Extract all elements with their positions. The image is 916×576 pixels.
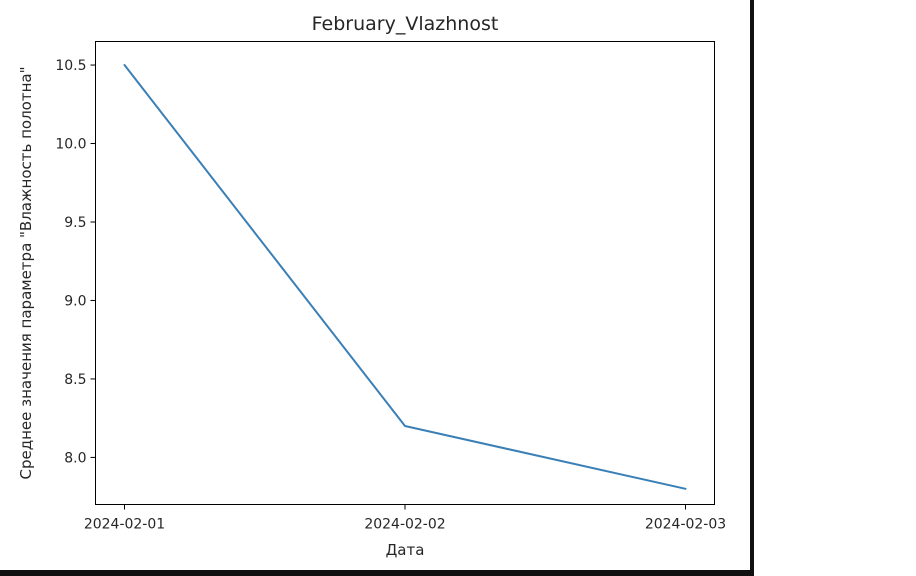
chart-title: February_Vlazhnost — [312, 13, 499, 35]
y-tick-label: 8.0 — [64, 450, 86, 466]
series-layer — [123, 64, 687, 490]
y-axis-title: Среднее значения параметра "Влажность по… — [17, 67, 35, 480]
series-line — [123, 64, 687, 490]
x-tick-label: 2024-02-03 — [645, 517, 726, 533]
y-tick-label: 10.0 — [55, 137, 86, 153]
y-axis: 8.0 8.5 9.0 9.5 10.0 10.5 — [55, 58, 96, 466]
blank-panel — [754, 0, 916, 576]
plot-area-frame — [95, 41, 715, 505]
y-tick-label: 9.5 — [64, 215, 86, 231]
x-tick-label: 2024-02-02 — [364, 517, 445, 533]
y-tick-label: 9.0 — [64, 293, 86, 309]
x-tick-label: 2024-02-01 — [84, 517, 165, 533]
y-tick-label: 8.5 — [64, 372, 86, 388]
y-tick-label: 10.5 — [55, 58, 86, 74]
x-axis: 2024-02-01 2024-02-02 2024-02-03 — [84, 504, 726, 533]
line-chart: February_Vlazhnost Дата Среднее значения… — [17, 13, 726, 559]
x-axis-title: Дата — [386, 541, 425, 559]
